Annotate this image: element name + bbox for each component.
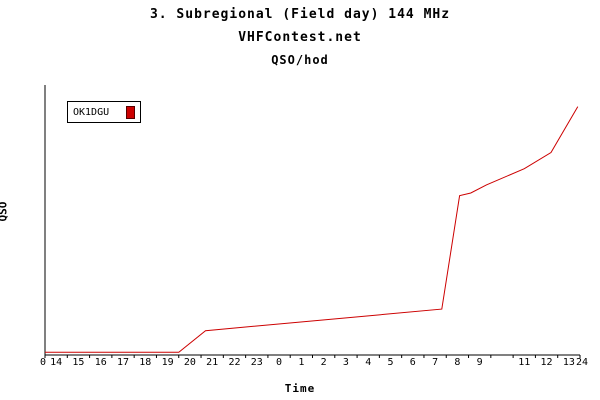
page-title: 3. Subregional (Field day) 144 MHz <box>149 7 451 22</box>
legend-entry-label: OK1DGU <box>73 106 110 118</box>
x-tick-label: 0 <box>276 357 283 368</box>
x-tick-label: 17 <box>116 357 130 368</box>
x-tick-label: 19 <box>161 357 174 368</box>
y-axis-title: QSO <box>0 201 10 222</box>
x-axis-end-label: 24 <box>575 357 589 368</box>
x-tick-label: 8 <box>454 357 461 368</box>
legend-color-swatch <box>126 105 135 119</box>
x-tick-label: 23 <box>250 357 263 368</box>
x-tick-label: 3 <box>342 357 349 368</box>
site-subtitle: VHFContest.net <box>238 30 362 45</box>
x-axis-origin-label: 0 <box>39 357 47 368</box>
x-tick-label: 18 <box>139 357 152 368</box>
x-tick-label: 20 <box>183 357 196 368</box>
x-tick-label: 9 <box>476 357 483 368</box>
x-tick-label: 14 <box>50 357 63 368</box>
x-tick-label: 21 <box>206 357 219 368</box>
series-line-OK1DGU <box>45 106 579 353</box>
x-tick-label: 5 <box>387 357 394 368</box>
x-tick-label: 7 <box>432 357 439 368</box>
legend: OK1DGU <box>67 101 141 123</box>
x-tick-label: 13 <box>562 357 575 368</box>
x-tick-label: 2 <box>320 357 327 368</box>
x-tick-label: 4 <box>365 357 372 368</box>
x-axis-title: Time <box>284 382 316 395</box>
x-tick-label: 22 <box>228 357 241 368</box>
x-tick-label: 1 <box>298 357 305 368</box>
x-tick-label: 11 <box>518 357 531 368</box>
x-tick-label: 15 <box>72 357 85 368</box>
x-tick-label: 6 <box>409 357 416 368</box>
x-tick-label: 16 <box>94 357 107 368</box>
x-tick-label: 12 <box>540 357 553 368</box>
chart-units-label: QSO/hod <box>271 53 329 67</box>
